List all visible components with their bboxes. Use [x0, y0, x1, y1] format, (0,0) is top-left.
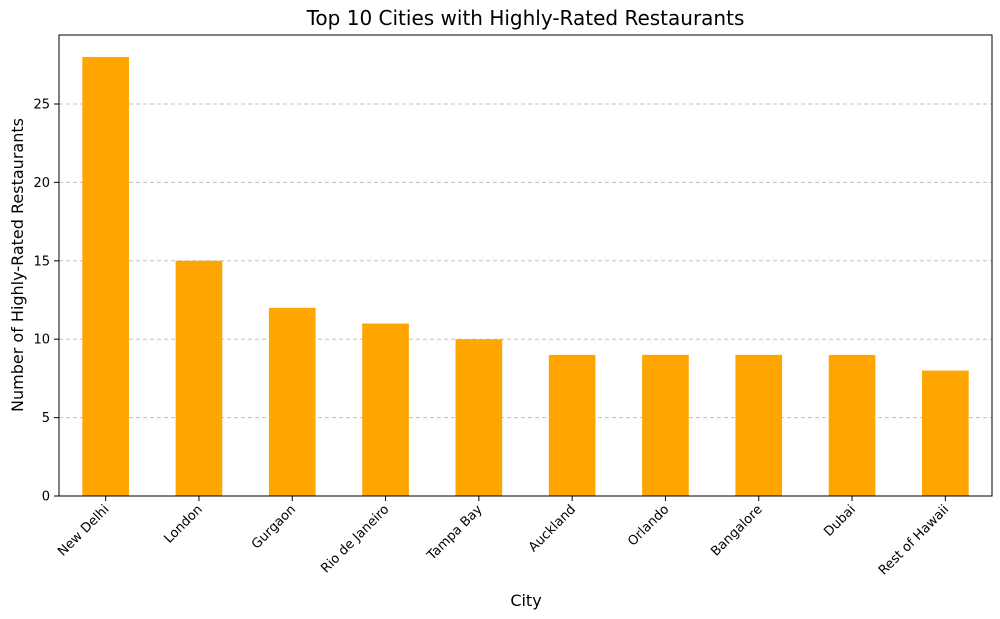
bar	[548, 354, 596, 496]
x-axis-ticks: New Delhi London Gurgaon Rio de Janeiro Tamp…	[55, 496, 952, 578]
bar	[175, 260, 223, 496]
bar	[82, 56, 129, 496]
bar	[362, 323, 409, 496]
x-tick-label: Auckland	[526, 502, 579, 555]
bar	[828, 354, 876, 496]
chart-title: Top 10 Cities with Highly-Rated Restaura…	[306, 6, 745, 30]
x-tick-label: Rio de Janeiro	[318, 502, 392, 576]
bar	[642, 354, 689, 496]
bar	[922, 370, 969, 496]
x-tick-label: New Delhi	[55, 502, 112, 559]
y-tick-label: 10	[33, 333, 50, 348]
x-tick-label: Bangalore	[708, 502, 765, 559]
x-tick-label: Tampa Bay	[424, 502, 486, 564]
x-tick-label: Orlando	[625, 502, 672, 549]
x-axis-label: City	[510, 591, 541, 610]
bar	[735, 354, 783, 496]
x-tick-label: London	[161, 502, 205, 546]
x-tick-label: Gurgaon	[249, 502, 299, 552]
bars	[82, 56, 969, 496]
y-tick-label: 25	[33, 97, 50, 112]
bar	[455, 339, 503, 496]
bar	[268, 307, 316, 496]
y-tick-label: 20	[33, 176, 50, 191]
y-tick-label: 5	[42, 411, 50, 426]
plot-frame	[58, 34, 993, 497]
y-axis-label: Number of Highly-Rated Restaurants	[8, 118, 27, 412]
y-tick-label: 0	[42, 490, 50, 505]
y-axis-ticks: 0 5 10 15 20 25	[33, 97, 59, 505]
x-tick-label: Dubai	[821, 502, 859, 540]
x-tick-label: Rest of Hawaii	[876, 502, 952, 578]
y-tick-label: 15	[33, 254, 50, 269]
